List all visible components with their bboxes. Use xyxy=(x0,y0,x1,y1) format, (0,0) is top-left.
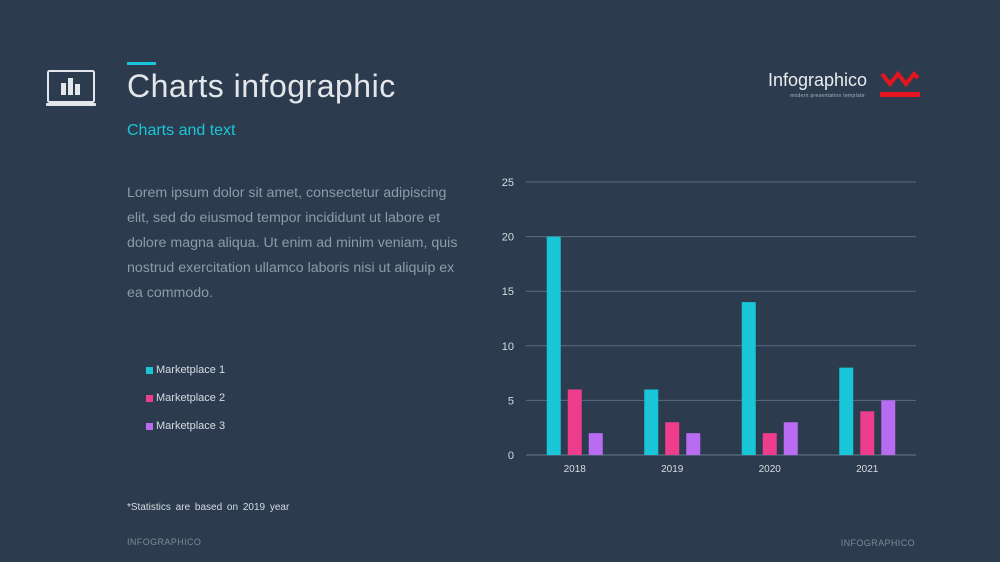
legend-item: Marketplace 3 xyxy=(146,412,296,440)
legend-label: Marketplace 3 xyxy=(156,420,226,432)
title-accent-bar xyxy=(127,62,156,65)
x-tick-label: 2020 xyxy=(759,464,782,475)
y-tick-label: 25 xyxy=(502,177,514,189)
bar xyxy=(860,411,875,455)
legend-swatch xyxy=(146,422,153,430)
bar xyxy=(762,433,777,455)
brand-logo-icon xyxy=(880,70,920,97)
page-title: Charts infographic xyxy=(127,68,396,104)
bar xyxy=(839,367,854,455)
legend-swatch xyxy=(146,366,153,374)
legend-label: Marketplace 1 xyxy=(156,364,226,376)
legend-item: Marketplace 1 xyxy=(146,356,296,384)
chart-legend: Marketplace 1 Marketplace 2 Marketplace … xyxy=(146,356,296,440)
bar xyxy=(686,433,701,455)
bar xyxy=(741,302,756,455)
bar xyxy=(783,422,798,455)
bar xyxy=(665,422,680,455)
x-tick-label: 2019 xyxy=(661,464,684,475)
bar xyxy=(546,236,561,455)
brand-block: Infographico modern presentation templat… xyxy=(768,70,920,102)
bar xyxy=(588,433,603,455)
legend-swatch xyxy=(146,394,153,402)
x-tick-label: 2018 xyxy=(564,464,587,475)
footer-brand-right: INFOGRAPHICO xyxy=(840,538,915,548)
page-subtitle: Charts and text xyxy=(127,122,236,139)
bar xyxy=(881,400,896,455)
legend-item: Marketplace 2 xyxy=(146,384,296,412)
legend-label: Marketplace 2 xyxy=(156,392,226,404)
x-tick-label: 2021 xyxy=(856,464,879,475)
brand-tagline: modern presentation template xyxy=(790,93,865,99)
y-tick-label: 20 xyxy=(502,232,514,244)
laptop-chart-icon xyxy=(46,70,96,106)
bar xyxy=(644,389,659,455)
footnote: *Statistics are based on 2019 year xyxy=(127,502,290,513)
body-paragraph: Lorem ipsum dolor sit amet, consectetur … xyxy=(127,185,458,301)
y-tick-label: 0 xyxy=(508,450,514,462)
bar-chart: 0 5 10 15 20 25 2018 2019 2020 2021 xyxy=(502,177,916,475)
brand-name: Infographico xyxy=(768,70,868,90)
y-tick-label: 15 xyxy=(502,286,514,298)
bar xyxy=(567,389,582,455)
footer-brand-left: INFOGRAPHICO xyxy=(127,537,202,547)
y-tick-label: 5 xyxy=(508,395,514,407)
y-tick-label: 10 xyxy=(502,341,514,353)
